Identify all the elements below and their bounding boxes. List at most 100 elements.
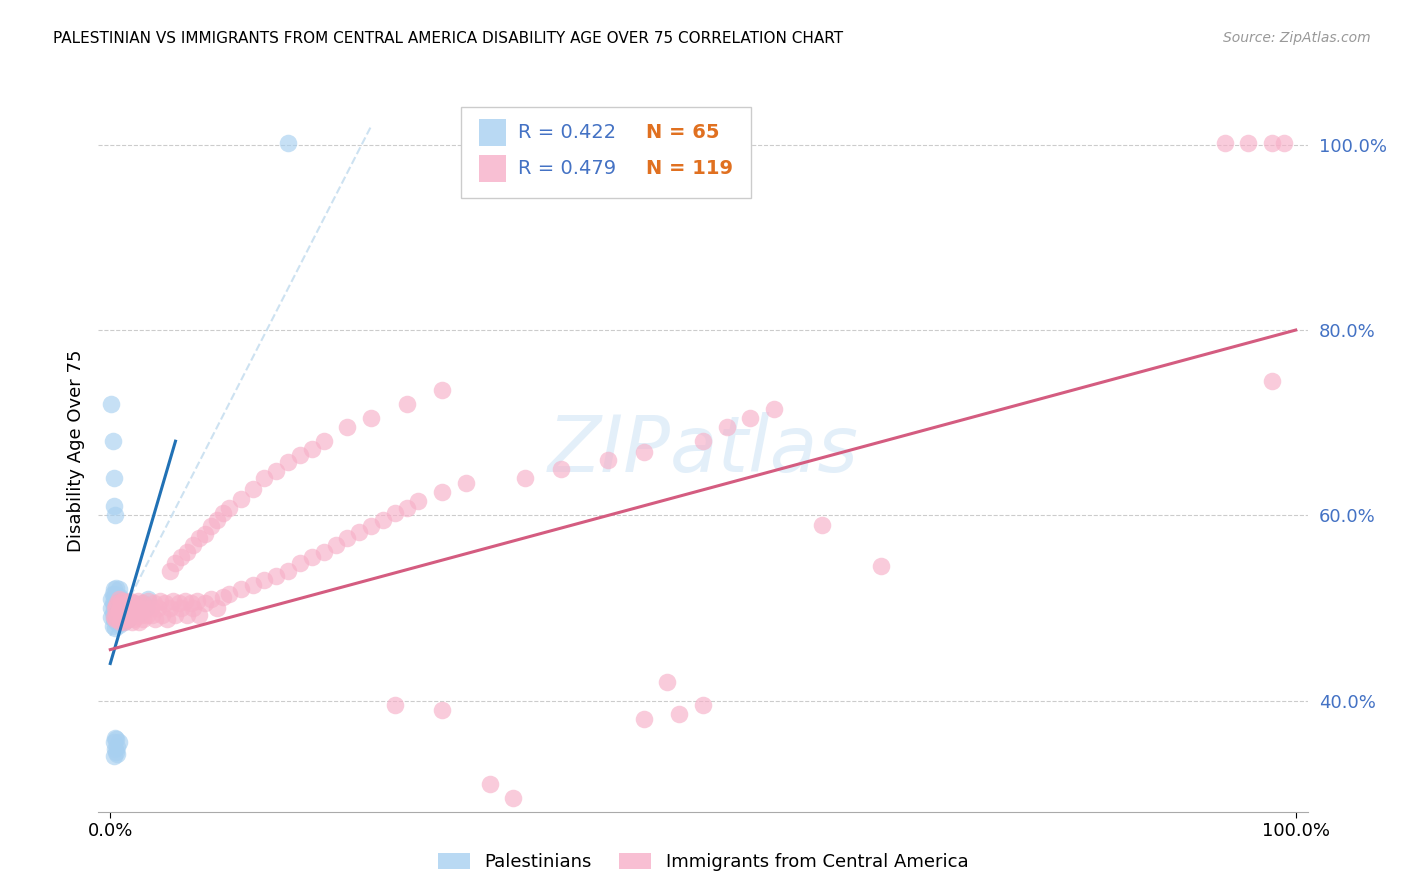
Palestinians xyxy=(107,735,129,749)
Palestinians xyxy=(103,749,125,764)
Immigrants from Central America xyxy=(347,524,370,539)
Immigrants from Central America xyxy=(229,582,252,597)
Immigrants from Central America xyxy=(107,603,129,617)
Palestinians xyxy=(114,606,136,620)
Immigrants from Central America xyxy=(1272,136,1295,150)
Immigrants from Central America xyxy=(129,608,152,623)
Immigrants from Central America xyxy=(176,545,198,559)
Palestinians xyxy=(100,610,122,624)
Immigrants from Central America xyxy=(118,608,141,623)
Palestinians xyxy=(107,582,129,597)
Immigrants from Central America xyxy=(159,564,181,578)
Palestinians xyxy=(104,741,127,756)
Immigrants from Central America xyxy=(181,538,204,552)
Immigrants from Central America xyxy=(111,612,134,626)
Immigrants from Central America xyxy=(167,596,190,610)
Immigrants from Central America xyxy=(105,612,128,626)
Palestinians xyxy=(105,601,128,615)
Immigrants from Central America xyxy=(395,397,418,411)
Text: N = 65: N = 65 xyxy=(647,123,720,142)
Immigrants from Central America xyxy=(135,601,157,615)
Immigrants from Central America xyxy=(128,615,150,629)
Immigrants from Central America xyxy=(165,608,187,623)
Palestinians xyxy=(110,591,132,606)
Text: Source: ZipAtlas.com: Source: ZipAtlas.com xyxy=(1223,31,1371,45)
Immigrants from Central America xyxy=(117,599,139,613)
Immigrants from Central America xyxy=(312,545,335,559)
Immigrants from Central America xyxy=(218,587,240,601)
Immigrants from Central America xyxy=(136,608,159,623)
Palestinians xyxy=(104,731,127,745)
Immigrants from Central America xyxy=(716,420,738,434)
Immigrants from Central America xyxy=(502,790,524,805)
Immigrants from Central America xyxy=(103,610,125,624)
Y-axis label: Disability Age Over 75: Disability Age Over 75 xyxy=(66,349,84,552)
Legend: Palestinians, Immigrants from Central America: Palestinians, Immigrants from Central Am… xyxy=(430,846,976,879)
Palestinians xyxy=(103,499,125,513)
Palestinians xyxy=(104,508,127,523)
Immigrants from Central America xyxy=(384,507,406,521)
Immigrants from Central America xyxy=(1213,136,1236,150)
Immigrants from Central America xyxy=(371,513,394,527)
Palestinians xyxy=(100,591,122,606)
Immigrants from Central America xyxy=(432,485,454,500)
Immigrants from Central America xyxy=(121,608,143,623)
Immigrants from Central America xyxy=(141,608,163,623)
Immigrants from Central America xyxy=(165,557,187,571)
Immigrants from Central America xyxy=(312,434,335,449)
Palestinians xyxy=(111,596,134,610)
Immigrants from Central America xyxy=(105,596,128,610)
Immigrants from Central America xyxy=(117,612,139,626)
Immigrants from Central America xyxy=(229,491,252,506)
Immigrants from Central America xyxy=(108,615,131,629)
Palestinians xyxy=(132,596,155,610)
Palestinians xyxy=(105,747,128,762)
Immigrants from Central America xyxy=(136,593,159,607)
Immigrants from Central America xyxy=(212,507,235,521)
Palestinians xyxy=(104,608,127,623)
Immigrants from Central America xyxy=(105,599,128,613)
Immigrants from Central America xyxy=(176,608,198,623)
Palestinians xyxy=(100,601,122,615)
Immigrants from Central America xyxy=(110,608,132,623)
Palestinians xyxy=(121,601,143,615)
Palestinians xyxy=(117,599,139,613)
Immigrants from Central America xyxy=(200,519,222,533)
Immigrants from Central America xyxy=(108,601,131,615)
Immigrants from Central America xyxy=(200,591,222,606)
Palestinians xyxy=(105,732,128,747)
Palestinians xyxy=(108,590,131,604)
Immigrants from Central America xyxy=(188,608,211,623)
Palestinians xyxy=(104,621,127,635)
Palestinians xyxy=(112,608,135,623)
Immigrants from Central America xyxy=(360,519,382,533)
Immigrants from Central America xyxy=(205,513,228,527)
Palestinians xyxy=(136,591,159,606)
Immigrants from Central America xyxy=(384,698,406,713)
Palestinians xyxy=(107,593,129,607)
Immigrants from Central America xyxy=(325,538,347,552)
Immigrants from Central America xyxy=(205,601,228,615)
Palestinians xyxy=(110,615,132,629)
Palestinians xyxy=(111,610,134,624)
Palestinians xyxy=(135,601,157,615)
Bar xyxy=(479,155,506,182)
Immigrants from Central America xyxy=(122,596,145,610)
Palestinians xyxy=(125,601,148,615)
Palestinians xyxy=(105,612,128,626)
Palestinians xyxy=(105,601,128,615)
Immigrants from Central America xyxy=(143,612,166,626)
Immigrants from Central America xyxy=(122,612,145,626)
Immigrants from Central America xyxy=(360,411,382,425)
Palestinians xyxy=(105,581,128,595)
Immigrants from Central America xyxy=(740,411,762,425)
Immigrants from Central America xyxy=(395,500,418,515)
Text: R = 0.479: R = 0.479 xyxy=(517,159,616,178)
Palestinians xyxy=(277,136,299,150)
Text: PALESTINIAN VS IMMIGRANTS FROM CENTRAL AMERICA DISABILITY AGE OVER 75 CORRELATIO: PALESTINIAN VS IMMIGRANTS FROM CENTRAL A… xyxy=(53,31,844,46)
Palestinians xyxy=(103,582,125,597)
Immigrants from Central America xyxy=(132,612,155,626)
Palestinians xyxy=(105,745,128,759)
Immigrants from Central America xyxy=(212,590,235,604)
Text: R = 0.422: R = 0.422 xyxy=(517,123,616,142)
